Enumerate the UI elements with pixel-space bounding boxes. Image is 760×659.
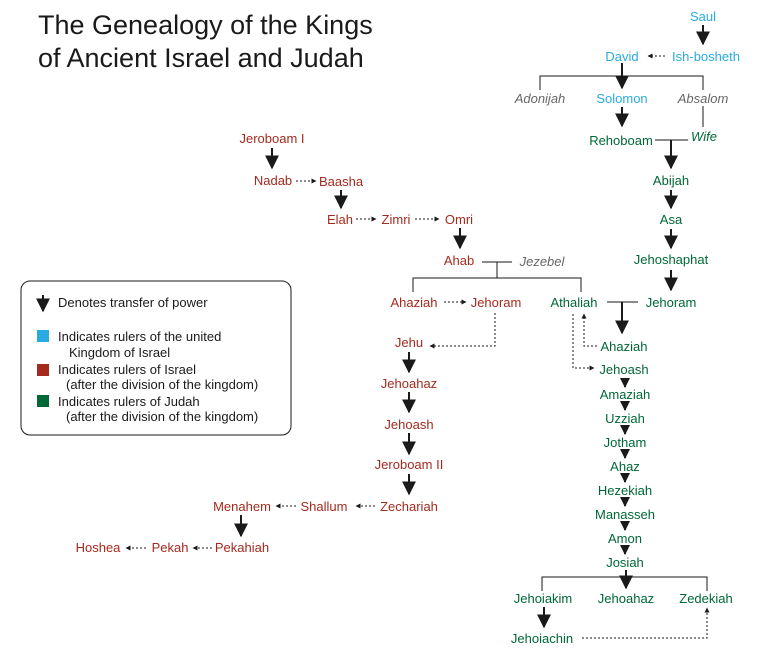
king-zechariah: Zechariah	[380, 499, 438, 514]
name-labels: Saul David Ish-bosheth Adonijah Solomon …	[76, 9, 740, 646]
king-jehu: Jehu	[395, 335, 423, 350]
king-jehoash-israel: Jehoash	[384, 417, 433, 432]
legend-judah-line2: (after the division of the kingdom)	[66, 409, 258, 424]
king-jehoahaz-israel: Jehoahaz	[381, 376, 437, 391]
king-asa: Asa	[660, 212, 683, 227]
king-jeroboam1: Jeroboam I	[239, 131, 304, 146]
king-pekahiah: Pekahiah	[215, 540, 269, 555]
king-elah: Elah	[327, 212, 353, 227]
king-omri: Omri	[445, 212, 473, 227]
legend-box	[20, 280, 292, 436]
person-wife: Wife	[691, 129, 717, 144]
king-solomon: Solomon	[596, 91, 647, 106]
king-david: David	[605, 49, 638, 64]
legend-judah-swatch	[37, 395, 49, 407]
legend-united-line1: Indicates rulers of the united	[58, 329, 221, 344]
person-jezebel: Jezebel	[519, 254, 566, 269]
legend-united-swatch	[37, 330, 49, 342]
king-ahaziah-judah: Ahaziah	[601, 339, 648, 354]
king-ahaz: Ahaz	[610, 459, 640, 474]
king-saul: Saul	[690, 9, 716, 24]
king-amon: Amon	[608, 531, 642, 546]
arrow-ahaziah-athaliah	[581, 313, 597, 347]
queen-athaliah: Athaliah	[551, 295, 598, 310]
legend: Denotes transfer of power Indicates rule…	[20, 280, 292, 436]
king-jehoshaphat: Jehoshaphat	[634, 252, 709, 267]
king-zimri: Zimri	[382, 212, 411, 227]
king-hoshea: Hoshea	[76, 540, 122, 555]
king-jehoram-israel: Jehoram	[471, 295, 522, 310]
arrow-athaliah-jehoash	[572, 314, 595, 371]
legend-arrow-text: Denotes transfer of power	[58, 295, 208, 310]
king-pekah: Pekah	[152, 540, 189, 555]
person-adonijah: Adonijah	[514, 91, 566, 106]
ahab-children-line	[412, 277, 582, 292]
king-manasseh: Manasseh	[595, 507, 655, 522]
king-jehoiachin: Jehoiachin	[511, 631, 573, 646]
king-jehoash-judah: Jehoash	[599, 362, 648, 377]
legend-judah-line1: Indicates rulers of Judah	[58, 394, 200, 409]
king-shallum: Shallum	[301, 499, 348, 514]
king-jotham: Jotham	[604, 435, 647, 450]
king-ahaziah-israel: Ahaziah	[391, 295, 438, 310]
legend-israel-line1: Indicates rulers of Israel	[58, 362, 196, 377]
diagram-title-line2: of Ancient Israel and Judah	[38, 43, 364, 73]
king-jehoram-judah: Jehoram	[646, 295, 697, 310]
king-jehoahaz-judah: Jehoahaz	[598, 591, 654, 606]
person-absalom: Absalom	[677, 91, 729, 106]
legend-israel-line2: (after the division of the kingdom)	[66, 377, 258, 392]
legend-united-line2: Kingdom of Israel	[69, 345, 170, 360]
king-menahem: Menahem	[213, 499, 271, 514]
king-hezekiah: Hezekiah	[598, 483, 652, 498]
king-uzziah: Uzziah	[605, 411, 645, 426]
king-josiah: Josiah	[606, 555, 644, 570]
connectors	[125, 25, 710, 639]
king-zedekiah: Zedekiah	[679, 591, 732, 606]
king-amaziah: Amaziah	[600, 387, 651, 402]
king-abijah: Abijah	[653, 173, 689, 188]
diagram-title-line1: The Genealogy of the Kings	[38, 10, 373, 40]
king-jehoiakim: Jehoiakim	[514, 591, 573, 606]
legend-israel-swatch	[37, 364, 49, 376]
king-rehoboam: Rehoboam	[589, 133, 653, 148]
king-ishbosheth: Ish-bosheth	[672, 49, 740, 64]
king-nadab: Nadab	[254, 173, 292, 188]
king-jeroboam2: Jeroboam II	[375, 457, 444, 472]
arrow-jehoram-jehu	[429, 313, 496, 349]
king-baasha: Baasha	[319, 174, 364, 189]
arrow-jehoiachin-zedekiah	[582, 607, 710, 639]
king-ahab: Ahab	[444, 253, 474, 268]
sons-of-josiah-line	[541, 576, 708, 591]
